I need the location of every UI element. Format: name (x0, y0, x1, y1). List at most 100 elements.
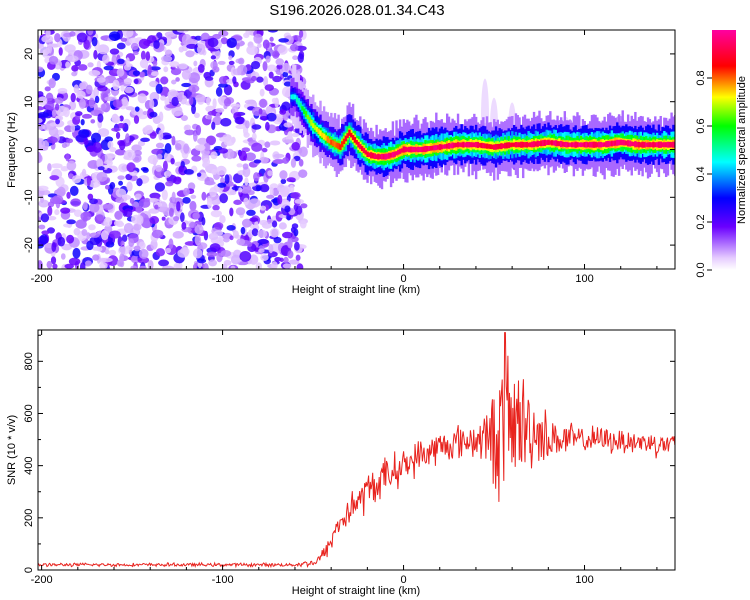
heatmap-noise-cell (202, 263, 209, 269)
heatmap-ridge-cell (500, 143, 503, 150)
heatmap-ridge-cell (521, 141, 525, 148)
heatmap-noise-cell (96, 171, 108, 182)
heatmap-ridge-cell (610, 140, 614, 147)
heatmap-ridge-cell (319, 130, 322, 137)
snr-y-tick-label: 800 (23, 352, 35, 370)
heatmap-noise-cell (194, 234, 202, 246)
heatmap-ridge-cell (312, 123, 315, 129)
heatmap-noise-cell (139, 265, 147, 269)
heatmap-noise-cell (229, 207, 234, 217)
heatmap-noise-cell (76, 32, 88, 43)
heatmap-noise-cell (176, 201, 181, 212)
heatmap-noise-cell (232, 76, 237, 85)
heatmap-noise-cell (120, 84, 125, 92)
heatmap-noise-cell (150, 239, 158, 250)
heatmap-noise-cell (197, 137, 208, 145)
heatmap-noise-cell (263, 75, 269, 87)
heatmap-noise-cell (164, 142, 172, 154)
heatmap-ridge-cell (478, 143, 481, 148)
heatmap-noise-cell (72, 247, 81, 259)
heatmap-noise-cell (290, 44, 299, 52)
heatmap-ridge-cell (344, 135, 348, 142)
heatmap-noise-cell (69, 31, 76, 37)
heatmap-noise-cell (168, 238, 174, 250)
heatmap-ridge-cell (331, 140, 335, 147)
heatmap-noise-cell (160, 76, 169, 85)
spectrogram-y-tick-label: -20 (23, 237, 35, 253)
heatmap-noise-cell (92, 141, 103, 153)
heatmap-ridge-cell (523, 142, 527, 148)
heatmap-noise-cell (274, 256, 282, 262)
heatmap-noise-cell (246, 209, 256, 216)
heatmap-noise-cell (272, 50, 280, 59)
heatmap-noise-cell (161, 55, 173, 63)
heatmap-noise-cell (191, 155, 202, 162)
heatmap-ridge-cell (417, 146, 420, 153)
heatmap-noise-cell (86, 232, 91, 240)
heatmap-noise-cell (38, 224, 46, 230)
heatmap-noise-cell (235, 42, 240, 50)
heatmap-ridge-cell (599, 141, 603, 148)
heatmap-ridge-cell (460, 142, 463, 148)
snr-series-line (38, 332, 675, 569)
heatmap-noise-cell (173, 176, 182, 185)
spectrogram-y-axis: -20 -10 0 10 20 (23, 29, 675, 270)
heatmap-ridge-cell (666, 141, 670, 148)
heatmap-ridge-cell (458, 142, 462, 147)
heatmap-ridge-cell (494, 144, 498, 150)
heatmap-ridge-cell (643, 141, 646, 148)
heatmap-noise-cell (69, 185, 79, 196)
heatmap-ridge-cell (415, 147, 418, 152)
heatmap-ridge-cell (386, 153, 389, 159)
heatmap-noise-cell (140, 50, 146, 61)
heatmap-noise-cell (64, 44, 76, 53)
heatmap-noise-cell (38, 66, 44, 73)
heatmap-noise-cell (218, 83, 229, 88)
heatmap-ridge-cell (357, 141, 360, 148)
heatmap-ridge-cell (393, 151, 396, 157)
heatmap-noise-cell (125, 173, 133, 181)
heatmap-ridge-cell (659, 141, 662, 148)
heatmap-ridge-cell (364, 150, 367, 155)
spectrogram-x-label: Height of straight line (km) (292, 284, 420, 296)
colorbar-tick-label: 0.4 (695, 166, 707, 181)
heatmap-ridge-cell (630, 141, 633, 147)
heatmap-ridge-cell (485, 143, 489, 149)
heatmap-noise-cell (147, 259, 154, 269)
heatmap-noise-cell (73, 84, 80, 94)
heatmap-noise-cell (156, 153, 163, 160)
heatmap-noise-cell (128, 238, 135, 247)
heatmap-noise-cell (52, 195, 64, 204)
heatmap-ridge-cell (601, 142, 605, 147)
heatmap-noise-cell (125, 106, 135, 111)
heatmap-ridge-cell (359, 144, 362, 150)
spectrogram-y-tick-label: -10 (23, 189, 35, 205)
heatmap-ridge-cell (442, 144, 445, 149)
heatmap-noise-cell (132, 70, 141, 77)
heatmap-ridge-cell (487, 144, 491, 149)
heatmap-noise-cell (144, 197, 150, 203)
heatmap-noise-cell (250, 60, 261, 70)
heatmap-noise-cell (45, 92, 54, 102)
heatmap-noise-cell (218, 76, 228, 85)
heatmap-noise-cell (173, 215, 180, 222)
heatmap-noise-cell (149, 66, 161, 71)
spectrogram-x-axis: -200 -100 0 100 (31, 30, 658, 285)
heatmap-noise-cell (271, 220, 278, 228)
heatmap-noise-cell (41, 230, 50, 235)
heatmap-noise-cell (280, 186, 290, 197)
heatmap-ridge-cell (341, 141, 344, 148)
heatmap-noise-cell (126, 181, 133, 192)
heatmap-ridge-cell (451, 142, 454, 149)
heatmap-noise-cell (75, 111, 83, 117)
heatmap-noise-cell (194, 35, 203, 41)
heatmap-noise-cell (206, 96, 211, 106)
heatmap-noise-cell (142, 167, 149, 173)
heatmap-noise-cell (260, 254, 269, 262)
heatmap-noise-cell (76, 90, 86, 99)
heatmap-noise-cell (133, 78, 139, 85)
heatmap-ridge-cell (623, 140, 626, 146)
heatmap-ridge-cell (561, 141, 565, 147)
heatmap-noise-cell (282, 231, 293, 239)
